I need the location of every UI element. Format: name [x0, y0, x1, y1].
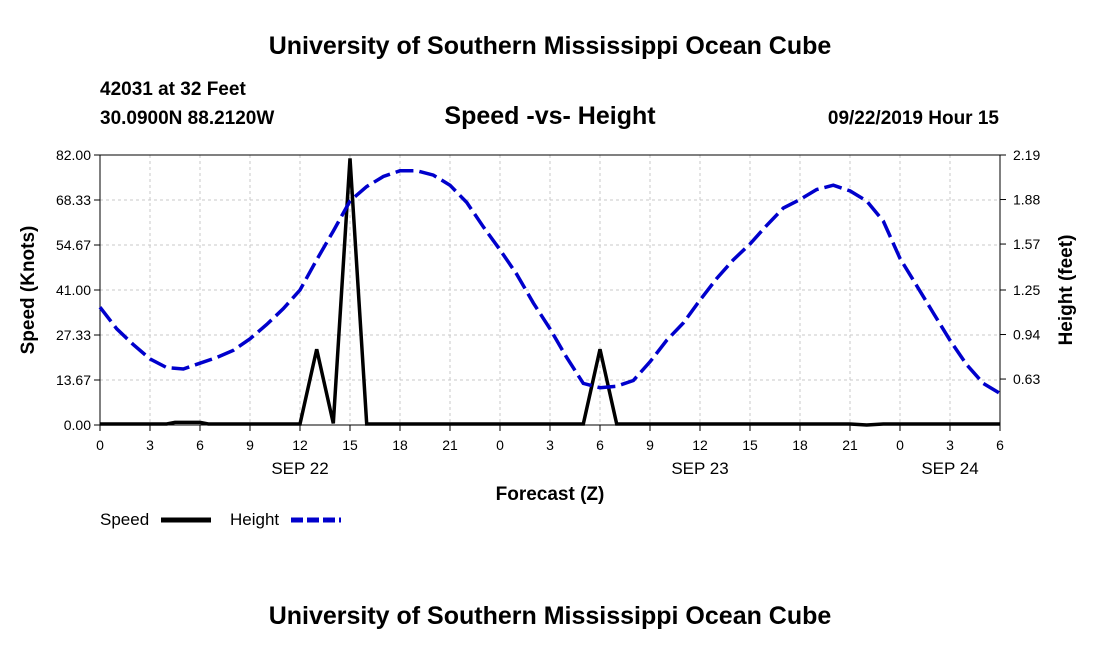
legend: Speed Height — [100, 510, 341, 529]
axis-ticks: 0 3 6 9 12 15 18 21 0 3 6 9 12 15 18 21 0 3 6 SEP 22 SEP 23 S… — [56, 147, 1041, 478]
grid — [100, 155, 1000, 425]
x-tick-label: 18 — [392, 437, 408, 453]
y-left-tick-label: 68.33 — [56, 192, 91, 208]
y-right-tick-label: 1.25 — [1013, 282, 1040, 298]
x-tick-label: 9 — [246, 437, 254, 453]
series — [98, 158, 1001, 427]
y-axis-right-label: Height (feet) — [1056, 235, 1077, 346]
speed-series-line — [100, 158, 1000, 427]
y-right-tick-label: 2.19 — [1013, 147, 1040, 163]
x-tick-label: 0 — [896, 437, 904, 453]
y-left-tick-label: 13.67 — [56, 372, 91, 388]
y-left-tick-label: 54.67 — [56, 237, 91, 253]
x-tick-label: 12 — [692, 437, 708, 453]
x-tick-label: 18 — [792, 437, 808, 453]
y-left-tick-label: 41.00 — [56, 282, 91, 298]
x-tick-label: 3 — [546, 437, 554, 453]
x-tick-label: 3 — [946, 437, 954, 453]
date-label: SEP 24 — [921, 459, 978, 478]
legend-height-label: Height — [230, 510, 279, 529]
y-right-tick-label: 0.94 — [1013, 327, 1040, 343]
x-tick-label: 21 — [442, 437, 458, 453]
timestamp-label: 09/22/2019 Hour 15 — [828, 108, 1000, 129]
footer-title: University of Southern Mississippi Ocean… — [269, 602, 832, 630]
x-tick-label: 3 — [146, 437, 154, 453]
y-right-tick-label: 1.57 — [1013, 236, 1040, 252]
height-series-line — [98, 169, 1001, 395]
coordinates-label: 30.0900N 88.2120W — [100, 108, 274, 129]
x-tick-label: 0 — [496, 437, 504, 453]
x-tick-label: 15 — [342, 437, 358, 453]
x-tick-label: 6 — [996, 437, 1004, 453]
station-label: 42031 at 32 Feet — [100, 79, 246, 100]
y-left-tick-label: 27.33 — [56, 327, 91, 343]
x-tick-label: 0 — [96, 437, 104, 453]
x-axis-label: Forecast (Z) — [496, 484, 605, 505]
y-right-tick-label: 1.88 — [1013, 192, 1040, 208]
y-left-tick-label: 82.00 — [56, 147, 91, 163]
x-tick-label: 6 — [596, 437, 604, 453]
x-tick-label: 9 — [646, 437, 654, 453]
date-label: SEP 22 — [271, 459, 328, 478]
x-tick-label: 12 — [292, 437, 308, 453]
x-tick-label: 6 — [196, 437, 204, 453]
y-left-tick-label: 0.00 — [64, 417, 91, 433]
legend-speed-label: Speed — [100, 510, 149, 529]
page-title: University of Southern Mississippi Ocean… — [269, 32, 832, 60]
x-tick-label: 15 — [742, 437, 758, 453]
chart-title: Speed -vs- Height — [444, 102, 656, 130]
y-axis-left-label: Speed (Knots) — [18, 226, 39, 355]
y-right-tick-label: 0.63 — [1013, 371, 1040, 387]
x-tick-label: 21 — [842, 437, 858, 453]
date-label: SEP 23 — [671, 459, 728, 478]
